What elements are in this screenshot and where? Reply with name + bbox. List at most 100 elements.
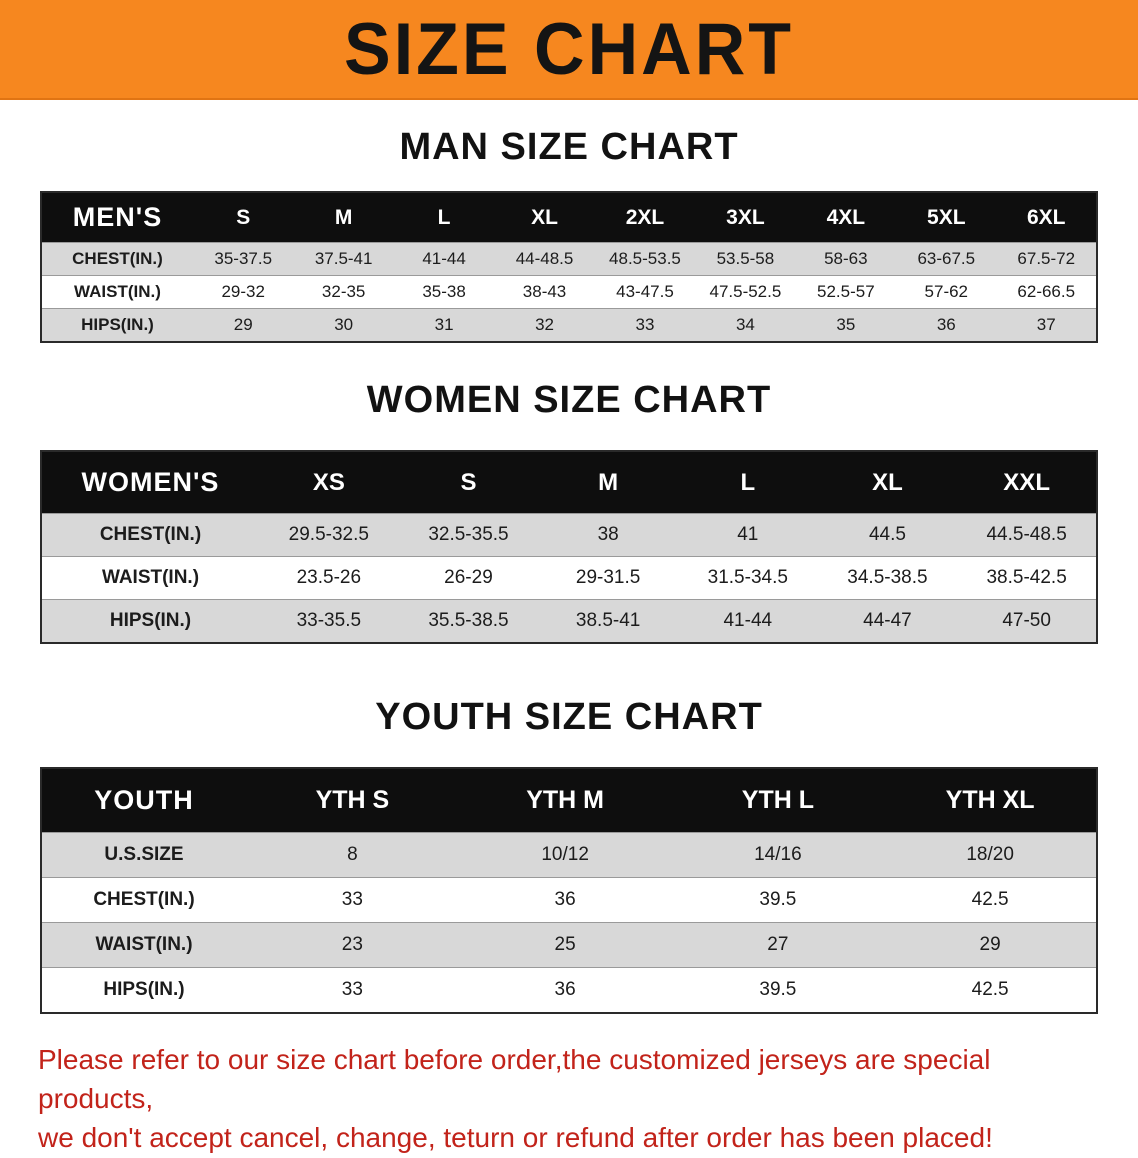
size-value: 58-63 — [795, 242, 897, 276]
size-value: 39.5 — [671, 967, 885, 1014]
size-column-header: 4XL — [795, 192, 897, 243]
size-value: 26-29 — [398, 556, 539, 600]
size-value: 36 — [458, 967, 672, 1014]
table-category-header: MEN'S — [41, 192, 193, 243]
size-value: 29 — [884, 922, 1097, 968]
row-label: WAIST(IN.) — [41, 556, 259, 600]
size-value: 29-31.5 — [538, 556, 678, 600]
size-value: 34.5-38.5 — [817, 556, 958, 600]
size-value: 29 — [193, 308, 294, 343]
size-value: 44.5-48.5 — [957, 513, 1097, 557]
table-header-row: WOMEN'S XS S M L XL XXL — [41, 451, 1097, 514]
size-column-header: YTH XL — [884, 768, 1097, 833]
disclaimer-line-2: we don't accept cancel, change, teturn o… — [38, 1122, 993, 1154]
size-column-header: S — [398, 451, 539, 514]
size-value: 23.5-26 — [259, 556, 399, 600]
table-row: CHEST(IN.) 29.5-32.5 32.5-35.5 38 41 44.5 44.5… — [41, 513, 1097, 557]
size-column-header: XL — [494, 192, 595, 243]
size-value: 36 — [896, 308, 997, 343]
size-value: 41-44 — [393, 242, 495, 276]
size-value: 35.5-38.5 — [398, 599, 539, 644]
table-header-row: YOUTH YTH S YTH M YTH L YTH XL — [41, 768, 1097, 833]
size-value: 36 — [458, 877, 672, 923]
size-chart-banner: SIZE CHART — [0, 0, 1138, 100]
size-value: 35 — [795, 308, 897, 343]
row-label: U.S.SIZE — [41, 832, 246, 878]
table-category-header: WOMEN'S — [41, 451, 259, 514]
size-value: 38 — [538, 513, 678, 557]
size-value: 32 — [494, 308, 595, 343]
size-value: 48.5-53.5 — [594, 242, 696, 276]
size-value: 37 — [996, 308, 1097, 343]
size-value: 14/16 — [671, 832, 885, 878]
size-column-header: 5XL — [896, 192, 997, 243]
size-value: 35-38 — [393, 275, 495, 309]
table-header-row: MEN'S S M L XL 2XL 3XL 4XL 5XL 6XL — [41, 192, 1097, 243]
banner-title: SIZE CHART — [344, 8, 794, 90]
table-row: WAIST(IN.) 29-32 32-35 35-38 38-43 43-47.5 47.… — [41, 275, 1097, 309]
size-value: 42.5 — [884, 877, 1097, 923]
row-label: WAIST(IN.) — [41, 922, 246, 968]
size-value: 44-47 — [817, 599, 958, 644]
size-column-header: 3XL — [695, 192, 796, 243]
row-label: CHEST(IN.) — [41, 242, 193, 276]
size-column-header: YTH M — [458, 768, 672, 833]
size-value: 33 — [594, 308, 696, 343]
size-value: 38-43 — [494, 275, 595, 309]
men-section-title: MAN SIZE CHART — [399, 126, 739, 168]
size-value: 30 — [293, 308, 394, 343]
size-value: 47-50 — [957, 599, 1097, 644]
row-label: HIPS(IN.) — [41, 308, 193, 343]
size-value: 53.5-58 — [695, 242, 796, 276]
size-column-header: XL — [817, 451, 958, 514]
size-column-header: 6XL — [996, 192, 1097, 243]
size-column-header: L — [393, 192, 495, 243]
size-column-header: XS — [259, 451, 399, 514]
size-value: 42.5 — [884, 967, 1097, 1014]
size-value: 62-66.5 — [996, 275, 1097, 309]
table-row: CHEST(IN.) 35-37.5 37.5-41 41-44 44-48.5 48.5… — [41, 242, 1097, 276]
size-value: 8 — [246, 832, 459, 878]
row-label: CHEST(IN.) — [41, 513, 259, 557]
size-value: 33-35.5 — [259, 599, 399, 644]
men-size-table: MEN'S S M L XL 2XL 3XL 4XL 5XL 6XL CHEST(IN.) 35-37… — [40, 191, 1098, 343]
size-value: 34 — [695, 308, 796, 343]
row-label: CHEST(IN.) — [41, 877, 246, 923]
size-value: 44.5 — [817, 513, 958, 557]
size-column-header: XXL — [957, 451, 1097, 514]
size-value: 37.5-41 — [293, 242, 394, 276]
size-value: 43-47.5 — [594, 275, 696, 309]
size-column-header: YTH L — [671, 768, 885, 833]
size-column-header: L — [677, 451, 818, 514]
size-value: 10/12 — [458, 832, 672, 878]
size-value: 29.5-32.5 — [259, 513, 399, 557]
youth-section-title: YOUTH SIZE CHART — [375, 696, 763, 738]
table-row: HIPS(IN.) 29 30 31 32 33 34 35 36 37 — [41, 308, 1097, 343]
table-row: HIPS(IN.) 33-35.5 35.5-38.5 38.5-41 41-44 44-… — [41, 599, 1097, 644]
size-value: 32.5-35.5 — [398, 513, 539, 557]
size-value: 52.5-57 — [795, 275, 897, 309]
size-value: 27 — [671, 922, 885, 968]
size-value: 57-62 — [896, 275, 997, 309]
size-value: 25 — [458, 922, 672, 968]
size-value: 39.5 — [671, 877, 885, 923]
size-value: 35-37.5 — [193, 242, 294, 276]
size-value: 41-44 — [677, 599, 818, 644]
table-row: CHEST(IN.) 33 36 39.5 42.5 — [41, 877, 1097, 923]
youth-size-table: YOUTH YTH S YTH M YTH L YTH XL U.S.SIZE 8 10/12… — [40, 767, 1098, 1014]
size-column-header: YTH S — [246, 768, 459, 833]
size-value: 23 — [246, 922, 459, 968]
size-value: 33 — [246, 967, 459, 1014]
size-value: 38.5-41 — [538, 599, 678, 644]
table-row: WAIST(IN.) 23 25 27 29 — [41, 922, 1097, 968]
table-row: WAIST(IN.) 23.5-26 26-29 29-31.5 31.5-34.5 34… — [41, 556, 1097, 600]
size-value: 44-48.5 — [494, 242, 595, 276]
disclaimer: Please refer to our size chart before or… — [38, 1040, 1108, 1158]
size-column-header: M — [538, 451, 678, 514]
size-value: 31 — [393, 308, 495, 343]
table-row: U.S.SIZE 8 10/12 14/16 18/20 — [41, 832, 1097, 878]
size-value: 18/20 — [884, 832, 1097, 878]
size-value: 33 — [246, 877, 459, 923]
size-column-header: S — [193, 192, 294, 243]
size-value: 47.5-52.5 — [695, 275, 796, 309]
